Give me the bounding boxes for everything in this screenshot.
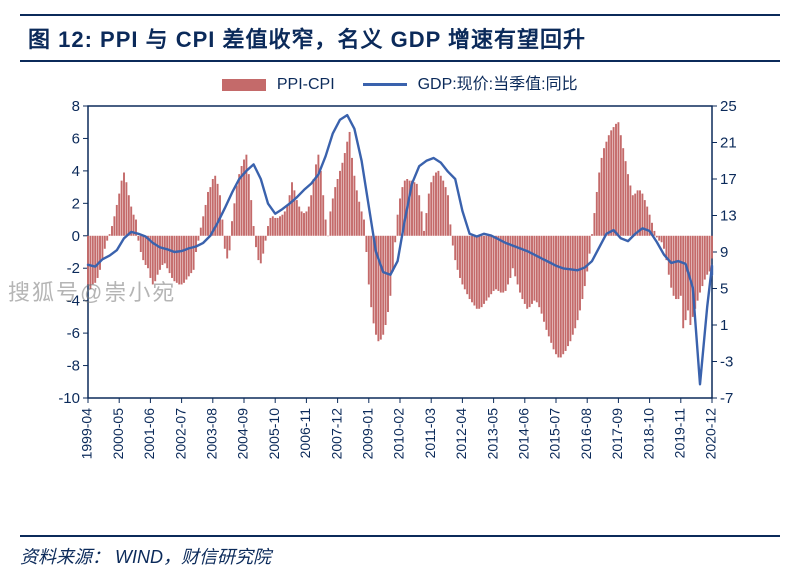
source-label: 资料来源：: [20, 547, 110, 567]
svg-text:9: 9: [720, 244, 728, 261]
chart-svg: -10 -8 -6 -4 -2 0 2 4 6 8 -7 -3 1 5 9 13 17 21 25 1999-04 20…: [40, 100, 760, 470]
svg-text:2002-07: 2002-07: [172, 408, 188, 460]
source-value: WIND，财信研究院: [115, 547, 271, 567]
svg-text:25: 25: [720, 100, 737, 115]
chart-title: 图 12: PPI 与 CPI 差值收窄，名义 GDP 增速有望回升: [28, 27, 586, 52]
svg-text:4: 4: [72, 163, 80, 180]
svg-text:1: 1: [720, 317, 728, 334]
svg-text:2018-10: 2018-10: [640, 408, 656, 460]
svg-text:13: 13: [720, 208, 737, 225]
svg-text:-2: -2: [67, 260, 80, 277]
svg-text:2020-12: 2020-12: [703, 408, 719, 460]
svg-text:-6: -6: [67, 325, 80, 342]
svg-text:2012-04: 2012-04: [453, 408, 469, 460]
svg-text:2016-08: 2016-08: [578, 408, 594, 460]
svg-text:2000-05: 2000-05: [110, 408, 126, 460]
svg-text:17: 17: [720, 171, 737, 188]
svg-text:2003-08: 2003-08: [204, 408, 220, 460]
legend-swatch-line: [363, 83, 407, 86]
svg-text:-4: -4: [67, 293, 80, 310]
svg-text:2004-09: 2004-09: [235, 408, 251, 460]
svg-text:5: 5: [720, 281, 728, 298]
svg-text:0: 0: [72, 228, 80, 245]
svg-text:2009-01: 2009-01: [360, 408, 376, 460]
legend: PPI-CPI GDP:现价:当季值:同比: [20, 70, 780, 94]
svg-text:-7: -7: [720, 390, 733, 407]
svg-text:-3: -3: [720, 354, 733, 371]
svg-text:2: 2: [72, 195, 80, 212]
svg-text:21: 21: [720, 135, 737, 152]
svg-text:2005-10: 2005-10: [266, 408, 282, 460]
svg-text:2019-11: 2019-11: [672, 408, 688, 459]
svg-text:2010-02: 2010-02: [391, 408, 407, 460]
chart-card: 图 12: PPI 与 CPI 差值收窄，名义 GDP 增速有望回升 PPI-C…: [20, 14, 780, 542]
source-row: 资料来源： WIND，财信研究院: [20, 535, 780, 569]
svg-text:2007-12: 2007-12: [328, 408, 344, 460]
legend-label-line: GDP:现价:当季值:同比: [418, 76, 578, 93]
svg-text:2001-06: 2001-06: [141, 408, 157, 460]
svg-text:2014-06: 2014-06: [516, 408, 532, 460]
svg-text:2015-07: 2015-07: [547, 408, 563, 460]
plot-area: -10 -8 -6 -4 -2 0 2 4 6 8 -7 -3 1 5 9 13 17 21 25 1999-04 20…: [40, 100, 760, 470]
svg-text:-8: -8: [67, 358, 80, 375]
svg-text:8: 8: [72, 100, 80, 115]
legend-swatch-bar: [222, 79, 266, 91]
svg-text:2017-09: 2017-09: [609, 408, 625, 460]
svg-text:-10: -10: [58, 390, 80, 407]
title-bar: 图 12: PPI 与 CPI 差值收窄，名义 GDP 增速有望回升: [20, 14, 780, 62]
svg-text:2013-05: 2013-05: [484, 408, 500, 460]
svg-text:2006-11: 2006-11: [297, 408, 313, 459]
svg-text:2011-03: 2011-03: [422, 408, 438, 459]
legend-label-bar: PPI-CPI: [277, 76, 335, 93]
svg-text:1999-04: 1999-04: [79, 408, 95, 460]
svg-text:6: 6: [72, 130, 80, 147]
